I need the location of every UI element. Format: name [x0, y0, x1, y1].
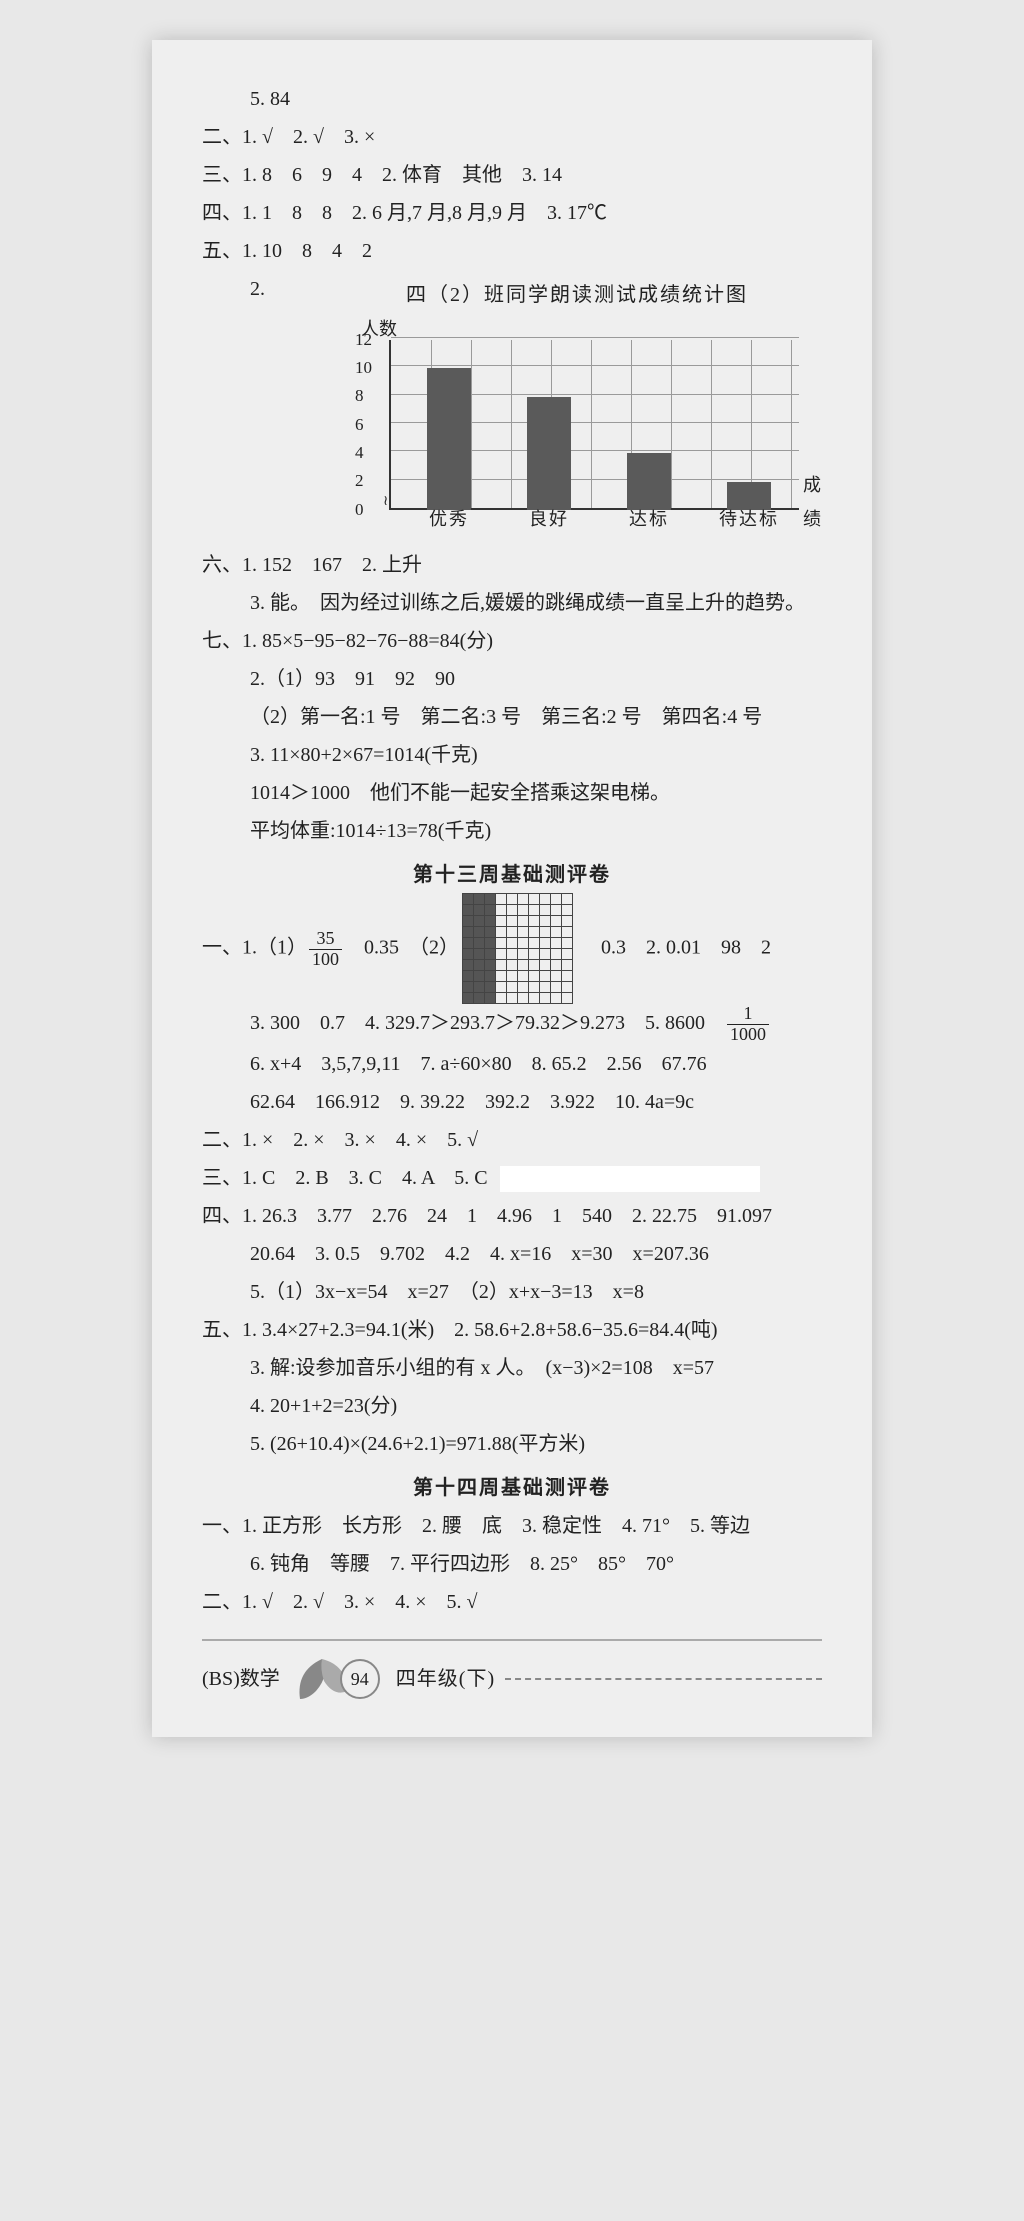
text-line: 6. x+4 3,5,7,9,11 7. a÷60×80 8. 65.2 2.5… — [202, 1045, 822, 1083]
text-line: 一、1.（1）35100 0.35 （2） 0.3 2. 0.01 98 2 — [202, 894, 822, 1004]
answer-key-page: 5. 84 二、1. √ 2. √ 3. × 三、1. 8 6 9 4 2. 体… — [152, 40, 872, 1737]
y-tick: 6 — [355, 409, 364, 441]
gridline-v — [671, 340, 672, 508]
fraction: 35100 — [309, 929, 342, 970]
text-line: 5. 84 — [202, 80, 822, 118]
section-title: 第十四周基础测评卷 — [202, 1469, 822, 1507]
lines-block: 六、1. 152 167 2. 上升3. 能。 因为经过训练之后,媛媛的跳绳成绩… — [202, 546, 822, 850]
x-tick: 良好 — [529, 502, 569, 536]
text-line: 三、1. 8 6 9 4 2. 体育 其他 3. 14 — [202, 156, 822, 194]
gridline-v — [471, 340, 472, 508]
footer-grade: 四年级(下) — [396, 1660, 495, 1698]
text-line: 3. 能。 因为经过训练之后,媛媛的跳绳成绩一直呈上升的趋势。 — [202, 584, 822, 622]
text-line: 二、1. √ 2. √ 3. × — [202, 118, 822, 156]
blank-patch — [500, 1166, 760, 1192]
text-line: 五、1. 10 8 4 2 — [202, 232, 822, 270]
x-tick: 待达标 — [719, 502, 779, 536]
page-footer: (BS)数学 94 四年级(下) — [202, 1651, 822, 1707]
fraction: 11000 — [727, 1004, 769, 1045]
text-line: 3. 300 0.7 4. 329.7＞293.7＞79.32＞9.273 5.… — [202, 1004, 822, 1045]
lines-block: 3. 300 0.7 4. 329.7＞293.7＞79.32＞9.273 5.… — [202, 1004, 822, 1463]
shaded-grid — [463, 894, 573, 1004]
grid-cell — [561, 992, 573, 1004]
lines-block: 一、1. 正方形 长方形 2. 腰 底 3. 稳定性 4. 71° 5. 等边6… — [202, 1507, 822, 1621]
text-line: 二、1. √ 2. √ 3. × 4. × 5. √ — [202, 1583, 822, 1621]
y-tick: 2 — [355, 466, 364, 498]
text-line: 3. 解:设参加音乐小组的有 x 人。 (x−3)×2=108 x=57 — [202, 1349, 822, 1387]
y-tick: 4 — [355, 437, 364, 469]
axis-break: ≀ — [383, 498, 388, 506]
text-line: 3. 11×80+2×67=1014(千克) — [202, 736, 822, 774]
item-label: 2. — [202, 270, 262, 308]
gridline-v — [711, 340, 712, 508]
chart-title: 四（2）班同学朗读测试成绩统计图 — [337, 276, 817, 314]
footer-subject: (BS)数学 — [202, 1660, 280, 1698]
bar-chart: 四（2）班同学朗读测试成绩统计图 人数 024681012≀优秀良好达标待达标成… — [337, 276, 817, 536]
y-tick: 12 — [355, 324, 372, 356]
separator — [202, 1639, 822, 1641]
text-line: 2.（1）93 91 92 90 — [202, 660, 822, 698]
text-line: 二、1. × 2. × 3. × 4. × 5. √ — [202, 1121, 822, 1159]
text-line: （2）第一名:1 号 第二名:3 号 第三名:2 号 第四名:4 号 — [202, 698, 822, 736]
text-line: 6. 钝角 等腰 7. 平行四边形 8. 25° 85° 70° — [202, 1545, 822, 1583]
text-line: 平均体重:1014÷13=78(千克) — [202, 812, 822, 850]
chart-row: 2. 四（2）班同学朗读测试成绩统计图 人数 024681012≀优秀良好达标待… — [202, 270, 822, 546]
text-line: 1014＞1000 他们不能一起安全搭乘这架电梯。 — [202, 774, 822, 812]
text: 0.35 （2） — [344, 937, 459, 959]
gridline-v — [591, 340, 592, 508]
x-axis-label: 成绩 — [803, 468, 821, 536]
gridline-v — [791, 340, 792, 508]
text-line: 四、1. 1 8 8 2. 6 月,7 月,8 月,9 月 3. 17℃ — [202, 194, 822, 232]
chart-canvas: 人数 024681012≀优秀良好达标待达标成绩 — [337, 316, 817, 536]
text-line: 四、1. 26.3 3.77 2.76 24 1 4.96 1 540 2. 2… — [202, 1197, 822, 1235]
text-line: 五、1. 3.4×27+2.3=94.1(米) 2. 58.6+2.8+58.6… — [202, 1311, 822, 1349]
y-tick: 0 — [355, 494, 364, 526]
text: 0.3 2. 0.01 98 2 — [581, 937, 771, 959]
text-line: 20.64 3. 0.5 9.702 4.2 4. x=16 x=30 x=20… — [202, 1235, 822, 1273]
bar — [427, 368, 471, 510]
text-line: 六、1. 152 167 2. 上升 — [202, 546, 822, 584]
text-line: 一、1. 正方形 长方形 2. 腰 底 3. 稳定性 4. 71° 5. 等边 — [202, 1507, 822, 1545]
gridline-v — [511, 340, 512, 508]
section-title: 第十三周基础测评卷 — [202, 856, 822, 894]
x-tick: 优秀 — [429, 502, 469, 536]
gridline-h — [391, 337, 799, 338]
y-tick: 8 — [355, 381, 364, 413]
page-number: 94 — [340, 1659, 380, 1699]
text-line: 七、1. 85×5−95−82−76−88=84(分) — [202, 622, 822, 660]
text-line: 5.（1）3x−x=54 x=27 （2）x+x−3=13 x=8 — [202, 1273, 822, 1311]
text-line: 4. 20+1+2=23(分) — [202, 1387, 822, 1425]
text-line: 5. (26+10.4)×(24.6+2.1)=971.88(平方米) — [202, 1425, 822, 1463]
gridline-h — [391, 365, 799, 366]
text-line: 62.64 166.912 9. 39.22 392.2 3.922 10. 4… — [202, 1083, 822, 1121]
dashed-rule — [505, 1678, 822, 1680]
y-tick: 10 — [355, 352, 372, 384]
text-line: 三、1. C 2. B 3. C 4. A 5. C — [202, 1159, 822, 1197]
x-tick: 达标 — [629, 502, 669, 536]
bar — [527, 397, 571, 510]
text: 一、1.（1） — [202, 937, 307, 959]
